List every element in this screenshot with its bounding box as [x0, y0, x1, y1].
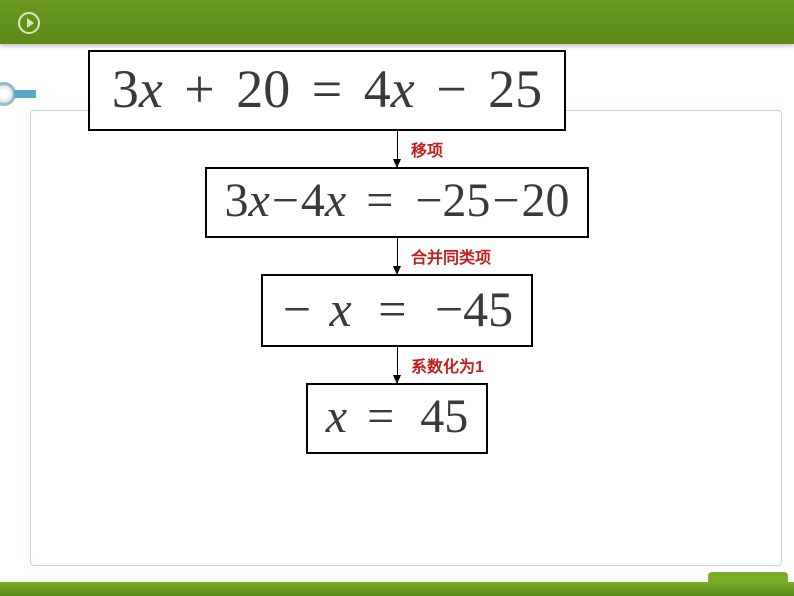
- arrow-icon: [397, 238, 398, 274]
- eq1-rconst: 25: [488, 59, 542, 119]
- equation-1: 3x + 20 = 4x − 25: [88, 50, 566, 131]
- step-row-3: 系数化为1: [0, 347, 794, 383]
- arrow-icon: [397, 131, 398, 167]
- e2-i: −: [492, 174, 519, 227]
- e2-h: 25: [442, 174, 490, 227]
- eq1-op1: +: [184, 59, 214, 119]
- arrow-icon: [397, 347, 398, 383]
- step3-label: 系数化为1: [411, 353, 484, 377]
- step-row-1: 移项: [0, 131, 794, 167]
- flow-container: 3x + 20 = 4x − 25 移项 3x−4x = −25−20 合并同类…: [0, 50, 794, 454]
- equation-4: x = 45: [306, 383, 488, 454]
- e3-neg: −: [283, 281, 309, 337]
- e4-rhs: 45: [420, 390, 468, 443]
- e2-b: x: [249, 174, 270, 227]
- eq1-rvar: x: [391, 59, 415, 119]
- equation-2: 3x−4x = −25−20: [205, 167, 590, 238]
- step1-label: 移项: [411, 137, 443, 161]
- e2-f: =: [366, 174, 393, 227]
- step-row-2: 合并同类项: [0, 238, 794, 274]
- e2-a: 3: [225, 174, 249, 227]
- eq1-lcoef: 3: [112, 59, 139, 119]
- eq1-lvar: x: [139, 59, 163, 119]
- e2-d: 4: [301, 174, 325, 227]
- eq1-eq: =: [312, 59, 342, 119]
- step2-label: 合并同类项: [411, 244, 491, 268]
- header-bar: [0, 0, 794, 44]
- play-icon[interactable]: [18, 12, 40, 34]
- eq1-lconst: 20: [236, 59, 290, 119]
- e4-var: x: [326, 390, 347, 443]
- e2-j: 20: [521, 174, 569, 227]
- eq1-rcoef: 4: [364, 59, 391, 119]
- footer-bar: [0, 582, 794, 596]
- e3-eq: =: [378, 281, 406, 337]
- e3-var: x: [330, 281, 352, 337]
- e3-rhs: 45: [463, 281, 513, 337]
- equation-3: − x = −45: [261, 274, 533, 347]
- e2-c: −: [272, 174, 299, 227]
- e4-eq: =: [367, 390, 394, 443]
- e2-e: x: [325, 174, 346, 227]
- e3-rneg: −: [435, 281, 461, 337]
- e2-g: −: [415, 174, 440, 227]
- eq1-op2: −: [436, 59, 466, 119]
